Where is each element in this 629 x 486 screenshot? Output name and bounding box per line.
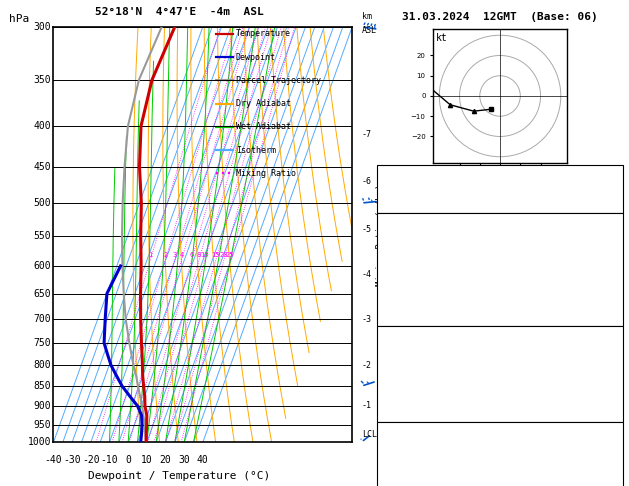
Text: 7: 7 <box>614 296 620 307</box>
Text: 400: 400 <box>33 121 51 131</box>
Text: 25: 25 <box>226 252 235 258</box>
Text: Most Unstable: Most Unstable <box>462 329 538 339</box>
Text: Totals Totals: Totals Totals <box>381 184 457 194</box>
Text: 299: 299 <box>602 264 620 275</box>
Text: Dewpoint: Dewpoint <box>236 52 276 62</box>
Text: 600: 600 <box>33 261 51 271</box>
Text: Temperature: Temperature <box>236 29 291 38</box>
Text: CIN (J): CIN (J) <box>381 409 421 419</box>
Text: 52°18'N  4°47'E  -4m  ASL: 52°18'N 4°47'E -4m ASL <box>94 7 264 17</box>
Text: 300: 300 <box>33 22 51 32</box>
Text: 40: 40 <box>197 455 209 465</box>
Text: EH: EH <box>381 441 392 451</box>
Text: ASL: ASL <box>362 26 377 35</box>
Text: -4: -4 <box>362 270 372 279</box>
Text: 1: 1 <box>148 252 152 258</box>
Text: 0: 0 <box>614 312 620 323</box>
Text: 450: 450 <box>33 162 51 172</box>
Text: 700: 700 <box>33 314 51 324</box>
Text: -10: -10 <box>101 455 118 465</box>
Text: 1000: 1000 <box>28 437 51 447</box>
Text: Lifted Index: Lifted Index <box>381 377 451 387</box>
Text: 10: 10 <box>141 455 153 465</box>
Text: 550: 550 <box>33 231 51 241</box>
Text: 2: 2 <box>163 252 167 258</box>
Text: 20: 20 <box>220 252 228 258</box>
Text: 6: 6 <box>189 252 194 258</box>
Text: 3: 3 <box>172 252 177 258</box>
Text: CAPE (J): CAPE (J) <box>381 393 428 403</box>
Text: -20: -20 <box>82 455 99 465</box>
Text: -2: -2 <box>362 361 372 370</box>
Text: Surface: Surface <box>479 216 521 226</box>
Text: Lifted Index: Lifted Index <box>381 280 451 291</box>
Text: 15: 15 <box>211 252 220 258</box>
Text: θᵉ(K): θᵉ(K) <box>381 264 410 275</box>
Text: 500: 500 <box>33 198 51 208</box>
Text: -7: -7 <box>362 130 372 139</box>
Text: -30: -30 <box>64 455 81 465</box>
Text: CAPE (J): CAPE (J) <box>381 296 428 307</box>
Text: 8: 8 <box>197 252 201 258</box>
Text: Dry Adiabat: Dry Adiabat <box>236 99 291 108</box>
Text: PW (cm): PW (cm) <box>381 200 421 210</box>
Text: 0: 0 <box>125 455 131 465</box>
Text: 900: 900 <box>33 401 51 411</box>
Text: θᵉ (K): θᵉ (K) <box>381 361 416 371</box>
Text: 47: 47 <box>608 184 620 194</box>
Text: 4: 4 <box>614 457 620 467</box>
Text: 950: 950 <box>33 419 51 430</box>
Text: -1: -1 <box>362 401 372 410</box>
Text: 0: 0 <box>614 409 620 419</box>
Text: 10: 10 <box>201 252 209 258</box>
Text: 299: 299 <box>602 361 620 371</box>
Text: 650: 650 <box>33 289 51 298</box>
Text: K: K <box>381 168 386 178</box>
Text: Dewpoint / Temperature (°C): Dewpoint / Temperature (°C) <box>88 471 270 482</box>
Text: Mixing Ratio: Mixing Ratio <box>236 169 296 178</box>
Text: -6: -6 <box>362 177 372 186</box>
Text: Mixing Ratio (g/kg): Mixing Ratio (g/kg) <box>376 183 385 286</box>
Text: Parcel Trajectory: Parcel Trajectory <box>236 76 321 85</box>
Text: -1: -1 <box>608 441 620 451</box>
Text: 4: 4 <box>614 280 620 291</box>
Text: Wet Adiabat: Wet Adiabat <box>236 122 291 131</box>
Text: 4: 4 <box>614 377 620 387</box>
Text: 1000: 1000 <box>596 345 620 355</box>
Text: -5: -5 <box>362 225 372 234</box>
Text: 800: 800 <box>33 360 51 370</box>
Text: 6.7: 6.7 <box>602 248 620 259</box>
Text: 350: 350 <box>33 75 51 85</box>
Text: 31.03.2024  12GMT  (Base: 06): 31.03.2024 12GMT (Base: 06) <box>402 12 598 22</box>
Text: LCL: LCL <box>362 430 377 439</box>
Text: CIN (J): CIN (J) <box>381 312 421 323</box>
Text: SREH: SREH <box>381 457 404 467</box>
Text: 850: 850 <box>33 381 51 391</box>
Text: -40: -40 <box>45 455 62 465</box>
Text: Temp (°C): Temp (°C) <box>381 232 433 243</box>
Text: hPa: hPa <box>9 14 29 24</box>
Text: -7: -7 <box>608 168 620 178</box>
Text: 30: 30 <box>178 455 190 465</box>
Text: 9.6: 9.6 <box>602 232 620 243</box>
Text: 0.91: 0.91 <box>596 200 620 210</box>
Text: 7: 7 <box>614 393 620 403</box>
Text: kt: kt <box>436 33 448 43</box>
Text: Pressure (mb): Pressure (mb) <box>381 345 457 355</box>
Text: StmDir: StmDir <box>381 473 416 483</box>
Text: 215°: 215° <box>596 473 620 483</box>
Text: 20: 20 <box>160 455 171 465</box>
Text: km: km <box>362 12 372 21</box>
Text: -3: -3 <box>362 314 372 324</box>
Text: 4: 4 <box>179 252 184 258</box>
Text: 750: 750 <box>33 338 51 348</box>
Text: Isotherm: Isotherm <box>236 146 276 155</box>
Text: © weatheronline.co.uk: © weatheronline.co.uk <box>438 471 562 481</box>
Text: Hodograph: Hodograph <box>474 425 526 435</box>
Text: Dewp (°C): Dewp (°C) <box>381 248 433 259</box>
